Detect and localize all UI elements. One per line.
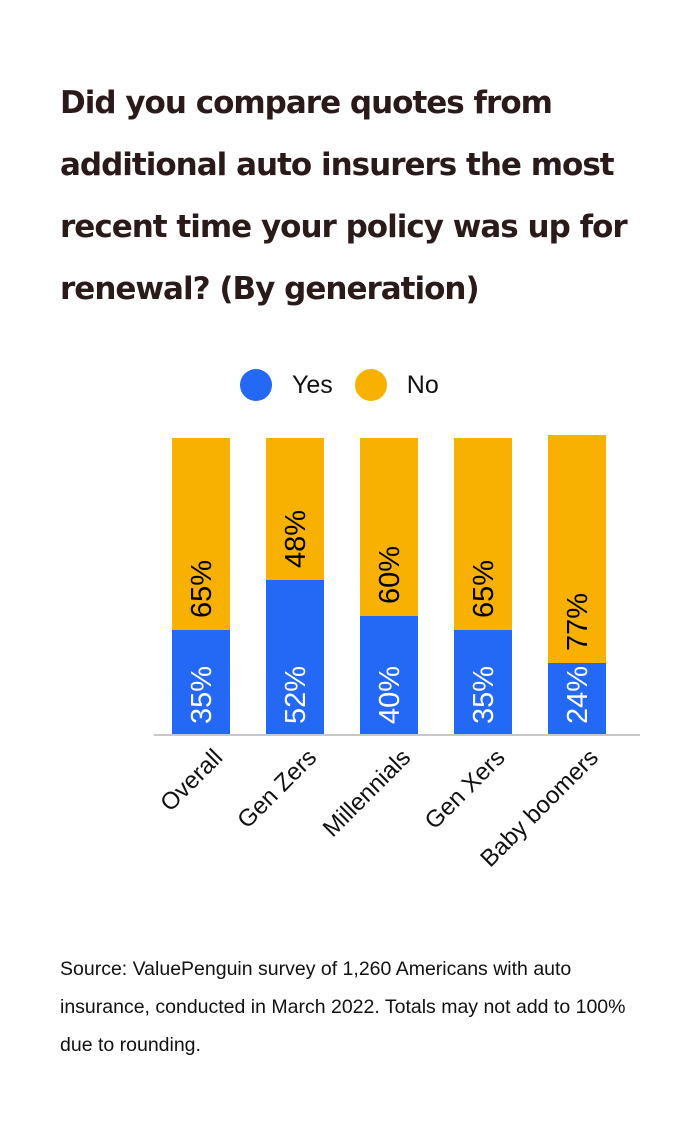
- bar-segment-yes: 40%: [360, 615, 418, 734]
- bar-segment-no: 48%: [266, 438, 324, 581]
- bar-value-label: 48%: [280, 510, 312, 569]
- legend-label-yes: Yes: [292, 370, 333, 399]
- legend-swatch-yes-icon: [240, 369, 272, 401]
- bar-segment-yes: 35%: [172, 630, 230, 734]
- x-axis-line: [154, 734, 640, 736]
- bar-value-label: 77%: [562, 592, 594, 651]
- legend-item-yes: Yes: [240, 369, 333, 401]
- legend-swatch-no-icon: [354, 369, 387, 401]
- bar-segment-yes: 24%: [548, 662, 606, 734]
- bar-value-label: 24%: [562, 665, 594, 724]
- bar-value-label: 35%: [468, 665, 500, 724]
- bar-value-label: 65%: [468, 560, 500, 619]
- bar-value-label: 35%: [186, 665, 218, 724]
- legend-label-no: No: [406, 370, 439, 399]
- bar-value-label: 40%: [374, 665, 406, 724]
- bar-segment-yes: 35%: [454, 630, 512, 734]
- bar-segment-no: 77%: [548, 435, 606, 663]
- bar-segment-yes: 52%: [266, 580, 324, 734]
- category-label: Millennials: [317, 744, 417, 843]
- category-label: Gen Zers: [232, 744, 323, 834]
- legend-item-no: No: [354, 369, 439, 401]
- stacked-bar-chart: 35% 65% 52% 48% 40% 60% 35% 65% 24% 77% Overall Ge…: [154, 435, 640, 873]
- chart-title: Did you compare quotes from additional a…: [60, 85, 628, 307]
- bar-segment-no: 65%: [454, 438, 512, 631]
- bar-segment-no: 60%: [360, 438, 418, 616]
- bar-value-label: 60%: [374, 545, 406, 604]
- category-label: Overall: [155, 744, 229, 817]
- category-label: Gen Xers: [419, 744, 511, 835]
- legend: Yes No: [240, 368, 461, 402]
- source-note: Source: ValuePenguin survey of 1,260 Ame…: [60, 958, 626, 1056]
- bar-segment-no: 65%: [172, 438, 230, 631]
- bar-value-label: 52%: [280, 665, 312, 724]
- bar-value-label: 65%: [186, 560, 218, 619]
